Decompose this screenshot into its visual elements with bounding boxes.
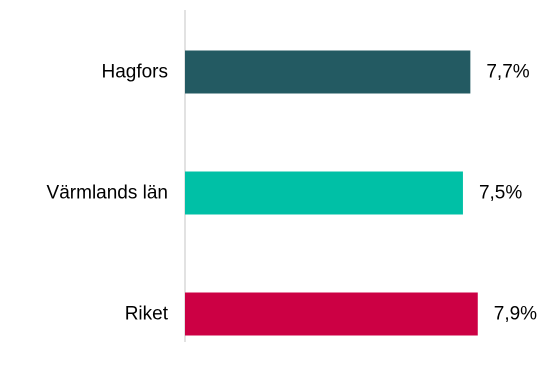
category-label: Hagfors <box>101 62 168 83</box>
bar-0 <box>185 50 471 94</box>
category-label: Riket <box>125 304 169 325</box>
value-label: 7,9% <box>494 304 537 325</box>
value-label: 7,7% <box>486 62 529 83</box>
bar-1 <box>185 171 463 215</box>
category-label: Värmlands län <box>47 183 168 204</box>
bars-group <box>185 50 478 336</box>
value-labels-group: 7,7% 7,5% 7,9% <box>479 62 537 325</box>
bar-2 <box>185 292 478 336</box>
category-labels-group: Hagfors Värmlands län Riket <box>47 62 169 325</box>
value-label: 7,5% <box>479 183 522 204</box>
